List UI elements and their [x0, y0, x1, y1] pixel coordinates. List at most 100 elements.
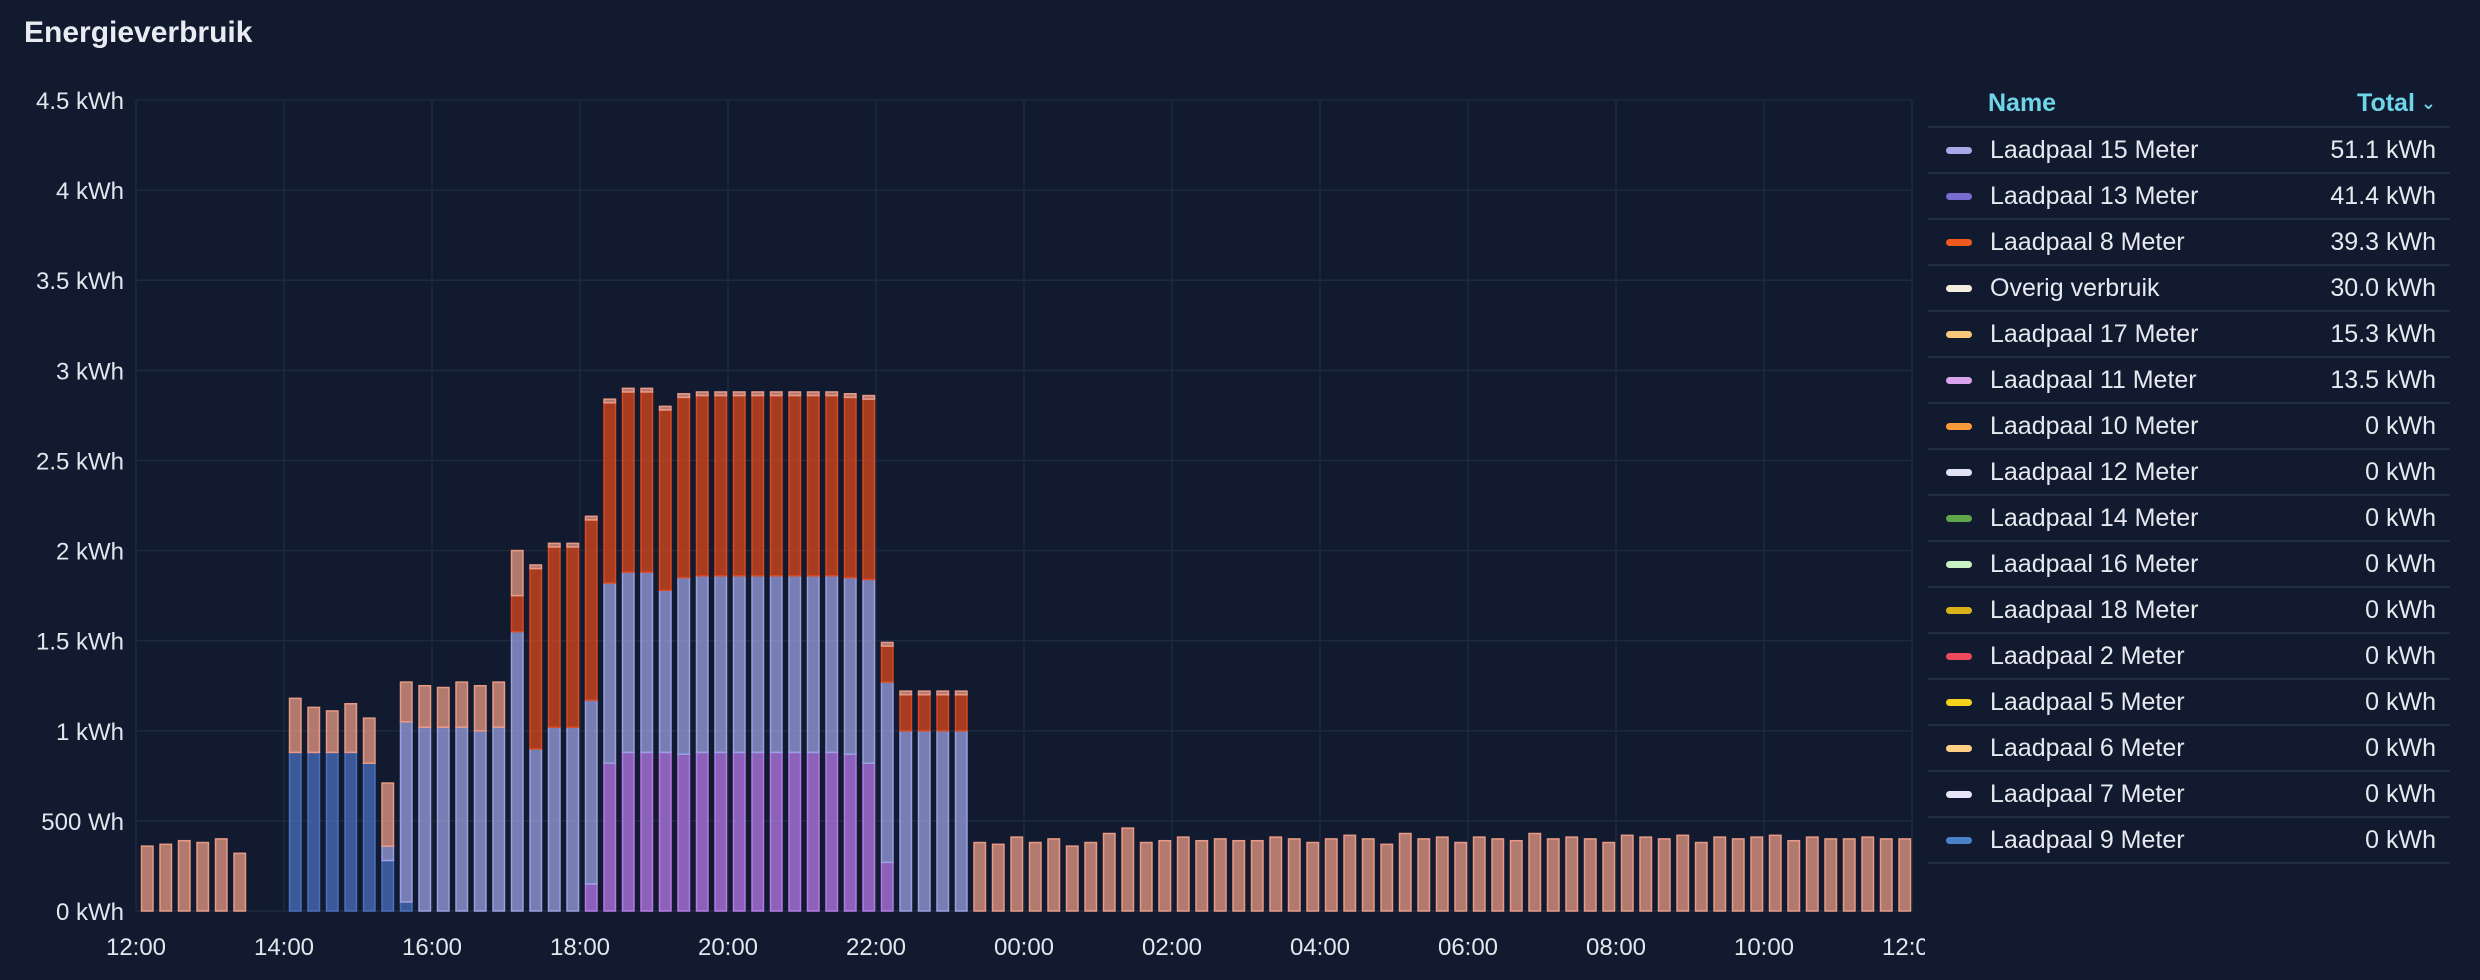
- bar-segment: [603, 582, 617, 764]
- bar-segment: [529, 567, 543, 750]
- chevron-down-icon: ⌄: [2420, 92, 2436, 113]
- legend-item[interactable]: Laadpaal 5 Meter 0 kWh: [1928, 680, 2450, 726]
- bar-segment: [603, 398, 617, 404]
- legend-item-name: Laadpaal 15 Meter: [1990, 135, 2199, 164]
- bar-segment: [917, 730, 931, 912]
- bar-segment: [1065, 845, 1079, 912]
- legend-item[interactable]: Laadpaal 2 Meter 0 kWh: [1928, 634, 2450, 680]
- bar-segment: [1084, 841, 1098, 912]
- legend-item[interactable]: Overig verbruik 30.0 kWh: [1928, 266, 2450, 312]
- x-tick-label: 12:00: [106, 934, 166, 961]
- bar-segment: [843, 396, 857, 579]
- legend-item[interactable]: Laadpaal 7 Meter 0 kWh: [1928, 772, 2450, 818]
- legend-total-header[interactable]: Total ⌄: [2357, 89, 2436, 118]
- bar-segment: [769, 751, 783, 912]
- bar-segment: [880, 861, 894, 912]
- bar-segment: [603, 762, 617, 912]
- legend-item-total: 30.0 kWh: [2330, 273, 2436, 302]
- bar-segment: [214, 838, 228, 912]
- legend-item[interactable]: Laadpaal 12 Meter 0 kWh: [1928, 450, 2450, 496]
- y-tick-label: 1 kWh: [56, 719, 124, 746]
- bar-segment: [862, 394, 876, 400]
- bar-segment: [862, 578, 876, 764]
- bar-segment: [954, 690, 968, 696]
- legend-item[interactable]: Laadpaal 18 Meter 0 kWh: [1928, 588, 2450, 634]
- bar-segment: [769, 391, 783, 397]
- legend-item-total: 15.3 kWh: [2330, 319, 2436, 348]
- x-tick-label: 10:00: [1734, 934, 1794, 961]
- bar-segment: [1657, 838, 1671, 912]
- bar-segment: [1750, 836, 1764, 912]
- legend-item[interactable]: Laadpaal 10 Meter 0 kWh: [1928, 404, 2450, 450]
- legend-swatch: [1946, 698, 1972, 706]
- legend-item-name: Laadpaal 14 Meter: [1990, 503, 2199, 532]
- legend-item[interactable]: Laadpaal 16 Meter 0 kWh: [1928, 542, 2450, 588]
- bar-segment: [880, 641, 894, 647]
- bar-segment: [640, 571, 654, 754]
- legend-item-total: 0 kWh: [2365, 457, 2436, 486]
- bar-segment: [418, 726, 432, 912]
- legend-item[interactable]: Laadpaal 9 Meter 0 kWh: [1928, 818, 2450, 864]
- bar-segment: [1417, 838, 1431, 912]
- bar-segment: [362, 762, 376, 912]
- bar-segment: [788, 394, 802, 577]
- bar-segment: [640, 751, 654, 912]
- bar-segment: [584, 515, 598, 521]
- x-tick-label: 02:00: [1142, 934, 1202, 961]
- bar-segment: [695, 391, 709, 397]
- bar-segment: [1287, 838, 1301, 912]
- legend-item[interactable]: Laadpaal 15 Meter 51.1 kWh: [1928, 128, 2450, 174]
- legend-item[interactable]: Laadpaal 8 Meter 39.3 kWh: [1928, 220, 2450, 266]
- bar-segment: [732, 575, 746, 754]
- legend-item[interactable]: Laadpaal 11 Meter 13.5 kWh: [1928, 358, 2450, 404]
- bar-segment: [307, 751, 321, 912]
- legend-swatch: [1946, 284, 1972, 292]
- bar-stacks: [140, 387, 1912, 912]
- bar-segment: [973, 841, 987, 912]
- bar-segment: [159, 843, 173, 912]
- legend-swatch: [1946, 560, 1972, 568]
- bar-segment: [732, 394, 746, 577]
- bar-segment: [1028, 841, 1042, 912]
- bar-segment: [288, 697, 302, 754]
- legend-item[interactable]: Laadpaal 14 Meter 0 kWh: [1928, 496, 2450, 542]
- legend-item[interactable]: Laadpaal 13 Meter 41.4 kWh: [1928, 174, 2450, 220]
- bar-segment: [1102, 832, 1116, 912]
- bar-segment: [899, 693, 913, 732]
- bar-segment: [621, 751, 635, 912]
- y-tick-label: 2.5 kWh: [36, 448, 124, 475]
- bar-segment: [751, 751, 765, 912]
- y-tick-label: 2 kWh: [56, 539, 124, 566]
- legend-item-total: 0 kWh: [2365, 687, 2436, 716]
- x-tick-label: 22:00: [846, 934, 906, 961]
- bar-segment: [1639, 836, 1653, 912]
- legend-item[interactable]: Laadpaal 6 Meter 0 kWh: [1928, 726, 2450, 772]
- bar-segment: [325, 751, 339, 912]
- x-tick-label: 12:0: [1882, 934, 1925, 961]
- bar-segment: [584, 699, 598, 885]
- x-tick-label: 20:00: [698, 934, 758, 961]
- bar-segment: [843, 393, 857, 399]
- bar-segment: [1676, 834, 1690, 912]
- legend-swatch: [1946, 330, 1972, 338]
- bar-segment: [547, 542, 561, 548]
- legend-swatch: [1946, 146, 1972, 154]
- bar-segment: [1232, 839, 1246, 912]
- legend-header: Name Total ⌄: [1928, 80, 2450, 128]
- bar-segment: [917, 693, 931, 732]
- legend-name-header[interactable]: Name: [1988, 88, 2057, 117]
- legend-item-name: Laadpaal 16 Meter: [1990, 549, 2199, 578]
- bar-segment: [1435, 836, 1449, 912]
- bar-segment: [1842, 838, 1856, 912]
- bar-segment: [1324, 838, 1338, 912]
- bar-segment: [1047, 838, 1061, 912]
- bar-segment: [399, 721, 413, 903]
- bar-segment: [658, 589, 672, 754]
- legend-swatch: [1946, 514, 1972, 522]
- bar-segment: [788, 391, 802, 397]
- bar-segment: [899, 730, 913, 912]
- bar-segment: [825, 394, 839, 577]
- legend-item-total: 0 kWh: [2365, 595, 2436, 624]
- legend-item[interactable]: Laadpaal 17 Meter 15.3 kWh: [1928, 312, 2450, 358]
- bar-segment: [510, 594, 524, 633]
